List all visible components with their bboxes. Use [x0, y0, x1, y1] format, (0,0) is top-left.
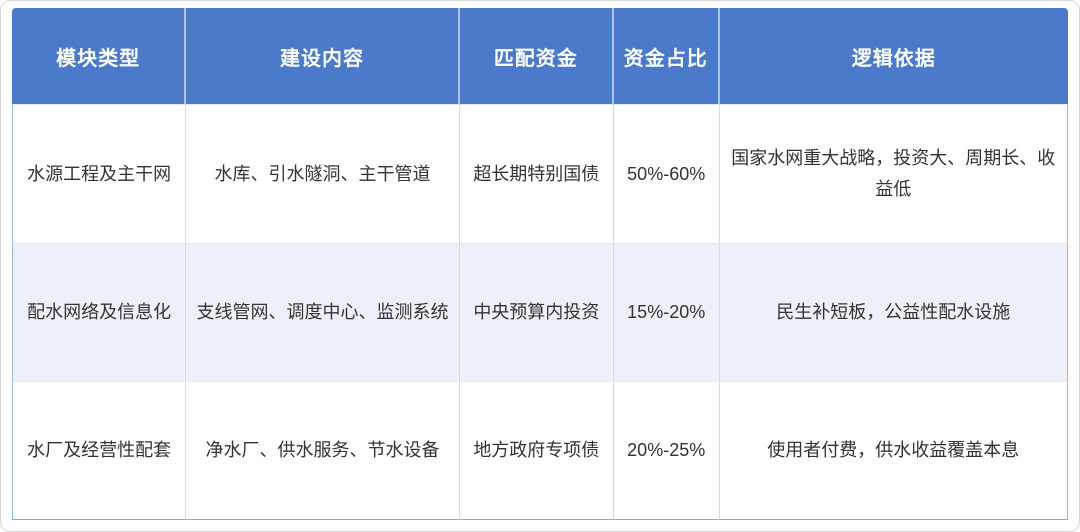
cell-module-type: 配水网络及信息化 [12, 242, 187, 382]
table-row: 水源工程及主干网 水库、引水隧洞、主干管道 超长期特别国债 50%-60% 国家… [12, 104, 1068, 243]
funding-table-container: 模块类型 建设内容 匹配资金 资金占比 逻辑依据 水源工程及主干网 水库、引水隧… [12, 8, 1068, 520]
cell-funding-share: 50%-60% [613, 104, 720, 243]
col-header-construction: 建设内容 [186, 8, 460, 104]
table-row: 水厂及经营性配套 净水厂、供水服务、节水设备 地方政府专项债 20%-25% 使… [12, 381, 1068, 520]
col-header-rationale: 逻辑依据 [719, 8, 1068, 104]
cell-module-type: 水厂及经营性配套 [12, 381, 187, 520]
table-row: 配水网络及信息化 支线管网、调度中心、监测系统 中央预算内投资 15%-20% … [12, 242, 1068, 382]
cell-construction: 水库、引水隧洞、主干管道 [186, 104, 460, 243]
cell-funding-source: 超长期特别国债 [459, 104, 614, 243]
cell-funding-source: 中央预算内投资 [459, 242, 614, 382]
cell-funding-share: 15%-20% [613, 242, 720, 382]
funding-table: 模块类型 建设内容 匹配资金 资金占比 逻辑依据 水源工程及主干网 水库、引水隧… [12, 8, 1068, 520]
cell-rationale: 国家水网重大战略，投资大、周期长、收益低 [719, 104, 1068, 243]
cell-rationale: 使用者付费，供水收益覆盖本息 [719, 381, 1068, 520]
col-header-module-type: 模块类型 [12, 8, 187, 104]
cell-module-type: 水源工程及主干网 [12, 104, 187, 243]
cell-funding-source: 地方政府专项债 [459, 381, 614, 520]
header-row: 模块类型 建设内容 匹配资金 资金占比 逻辑依据 [12, 8, 1068, 104]
cell-rationale: 民生补短板，公益性配水设施 [719, 242, 1068, 382]
cell-funding-share: 20%-25% [613, 381, 720, 520]
cell-construction: 净水厂、供水服务、节水设备 [186, 381, 460, 520]
col-header-funding-share: 资金占比 [613, 8, 720, 104]
cell-construction: 支线管网、调度中心、监测系统 [186, 242, 460, 382]
col-header-funding-source: 匹配资金 [459, 8, 614, 104]
